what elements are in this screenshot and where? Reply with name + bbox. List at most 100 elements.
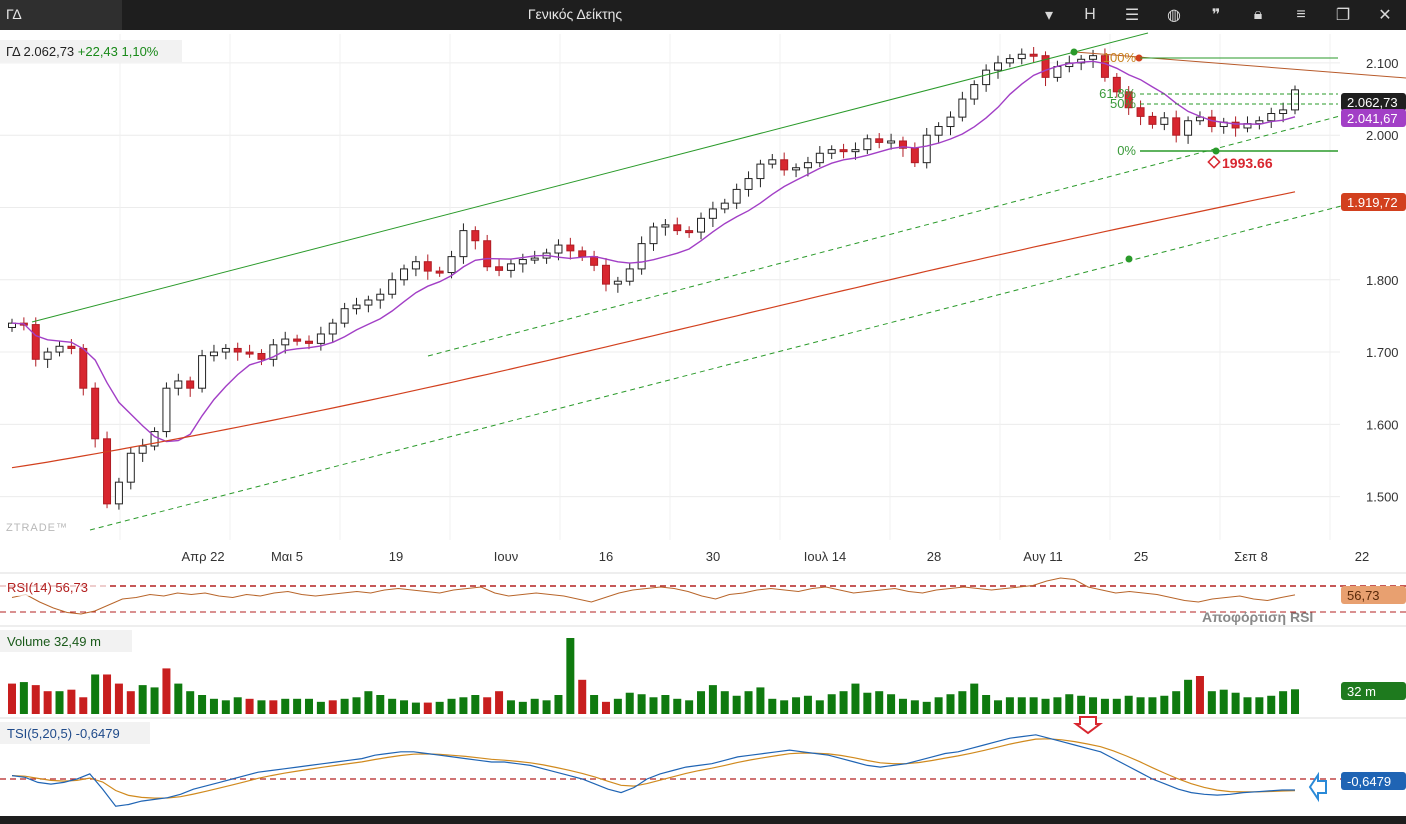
candle-body (792, 167, 801, 171)
candle-body (958, 98, 967, 118)
candle-body (1184, 120, 1193, 136)
volume-bar (364, 691, 373, 714)
volume-bar (566, 638, 575, 714)
volume-bar (79, 697, 88, 714)
volume-bar (495, 691, 504, 714)
y-tick-label: 1.800 (1366, 273, 1399, 288)
volume-bar (1231, 692, 1240, 714)
quote-icon[interactable]: ❞ (1211, 7, 1221, 24)
restore-icon[interactable]: ❐ (1335, 7, 1351, 24)
candle (982, 64, 991, 92)
rsi-legend (0, 578, 108, 596)
volume-bar (768, 698, 777, 714)
volume-bar (269, 700, 278, 714)
candle-body (720, 202, 729, 210)
volume-legend-bg (0, 630, 132, 652)
candle (934, 122, 943, 143)
trend-line-mid (427, 115, 1341, 357)
volume-bar (103, 674, 112, 714)
volume-bar (126, 691, 135, 714)
candle (1267, 107, 1276, 128)
volume-bar (198, 695, 207, 714)
candle-body (198, 355, 207, 389)
volume-bar (162, 668, 171, 714)
candle-body (637, 243, 646, 270)
hamburger-icon[interactable]: ≡ (1296, 6, 1306, 23)
fib-label: 100% (1103, 50, 1137, 65)
candle (946, 111, 955, 136)
candle-body (839, 149, 848, 153)
volume-bar (304, 698, 313, 714)
volume-bar (1053, 697, 1062, 714)
volume-bar (1100, 698, 1109, 714)
candle-body (780, 159, 789, 171)
chevron-down-icon[interactable]: ▾ (1044, 7, 1054, 24)
h-icon[interactable]: H (1075, 2, 1105, 28)
volume-bar (257, 700, 266, 714)
candle (55, 340, 64, 357)
candle-body (316, 333, 325, 344)
candle-body (186, 380, 195, 389)
volume-badge-text: 32 m (1347, 684, 1376, 699)
candle-body (352, 304, 361, 310)
volume-bar (174, 683, 183, 714)
rsi-badge-bg (1341, 586, 1406, 604)
lock-icon[interactable]: 🔒︎ (1253, 6, 1263, 23)
symbol-tab[interactable]: ΓΔ (0, 0, 122, 30)
rsi-legend-bg (0, 578, 108, 596)
candle (994, 55, 1003, 79)
candle (1124, 86, 1133, 115)
trend-line-lower (89, 204, 1346, 531)
pivot-point (1070, 48, 1078, 56)
candle-body (150, 431, 159, 447)
volume-bar (625, 692, 634, 714)
volume-bar (744, 691, 753, 714)
ma-short-badge: 2.041,67 (1341, 109, 1406, 127)
volume-bar (994, 700, 1003, 714)
close-icon[interactable]: ✕ (1378, 7, 1392, 24)
candle-body (994, 62, 1003, 71)
compass-icon[interactable]: ◍ (1167, 7, 1181, 24)
volume-bar (1160, 695, 1169, 714)
volume-bar (518, 701, 527, 714)
candle-body (1291, 89, 1299, 111)
candle (411, 255, 420, 277)
volume-bar (601, 701, 610, 714)
volume-bar (483, 697, 492, 714)
volume-bar (803, 695, 812, 714)
volume-bar (293, 698, 302, 714)
title-bar: ΓΔ Γενικός Δείκτης ▾ H ☰ ◍ ❞ 🔒︎ ≡ ❐ ✕ (0, 0, 1406, 30)
candle (150, 427, 159, 451)
chart-canvas[interactable]: 1.500 1.600 1.700 1.800 2.000 2.100 Απρ 22 Μαι … (0, 30, 1406, 816)
volume-bar (756, 687, 765, 714)
ma-long-badge: 1.919,72 (1341, 193, 1406, 211)
candle-body (1005, 58, 1014, 64)
volume-bar (673, 698, 682, 714)
candle-body (269, 344, 278, 360)
candle-body (91, 387, 100, 440)
candle-body (518, 259, 527, 265)
fib-label: 50% (1110, 96, 1136, 111)
volume-bar (245, 698, 254, 714)
candle (1136, 100, 1145, 126)
candle-body (471, 230, 480, 242)
last-price-badge-bg (1341, 93, 1406, 111)
candle-body (103, 438, 112, 505)
resistance-line (1074, 51, 1406, 79)
candle (1279, 102, 1288, 123)
tsi-badge-bg (1341, 772, 1406, 790)
candle (566, 237, 575, 260)
candle-body (174, 380, 183, 389)
candle (447, 250, 456, 279)
volume-bar (578, 679, 587, 714)
candle (827, 145, 836, 160)
candle (1291, 85, 1299, 115)
volume-bar (554, 695, 563, 714)
tsi-legend (0, 722, 150, 744)
volume-bar (910, 700, 919, 714)
volume-bar (1195, 676, 1204, 714)
volume-bar (637, 694, 646, 714)
volume-bar (1267, 695, 1276, 714)
candle-body (1017, 53, 1026, 60)
menu-lines-icon[interactable]: ☰ (1124, 7, 1140, 24)
